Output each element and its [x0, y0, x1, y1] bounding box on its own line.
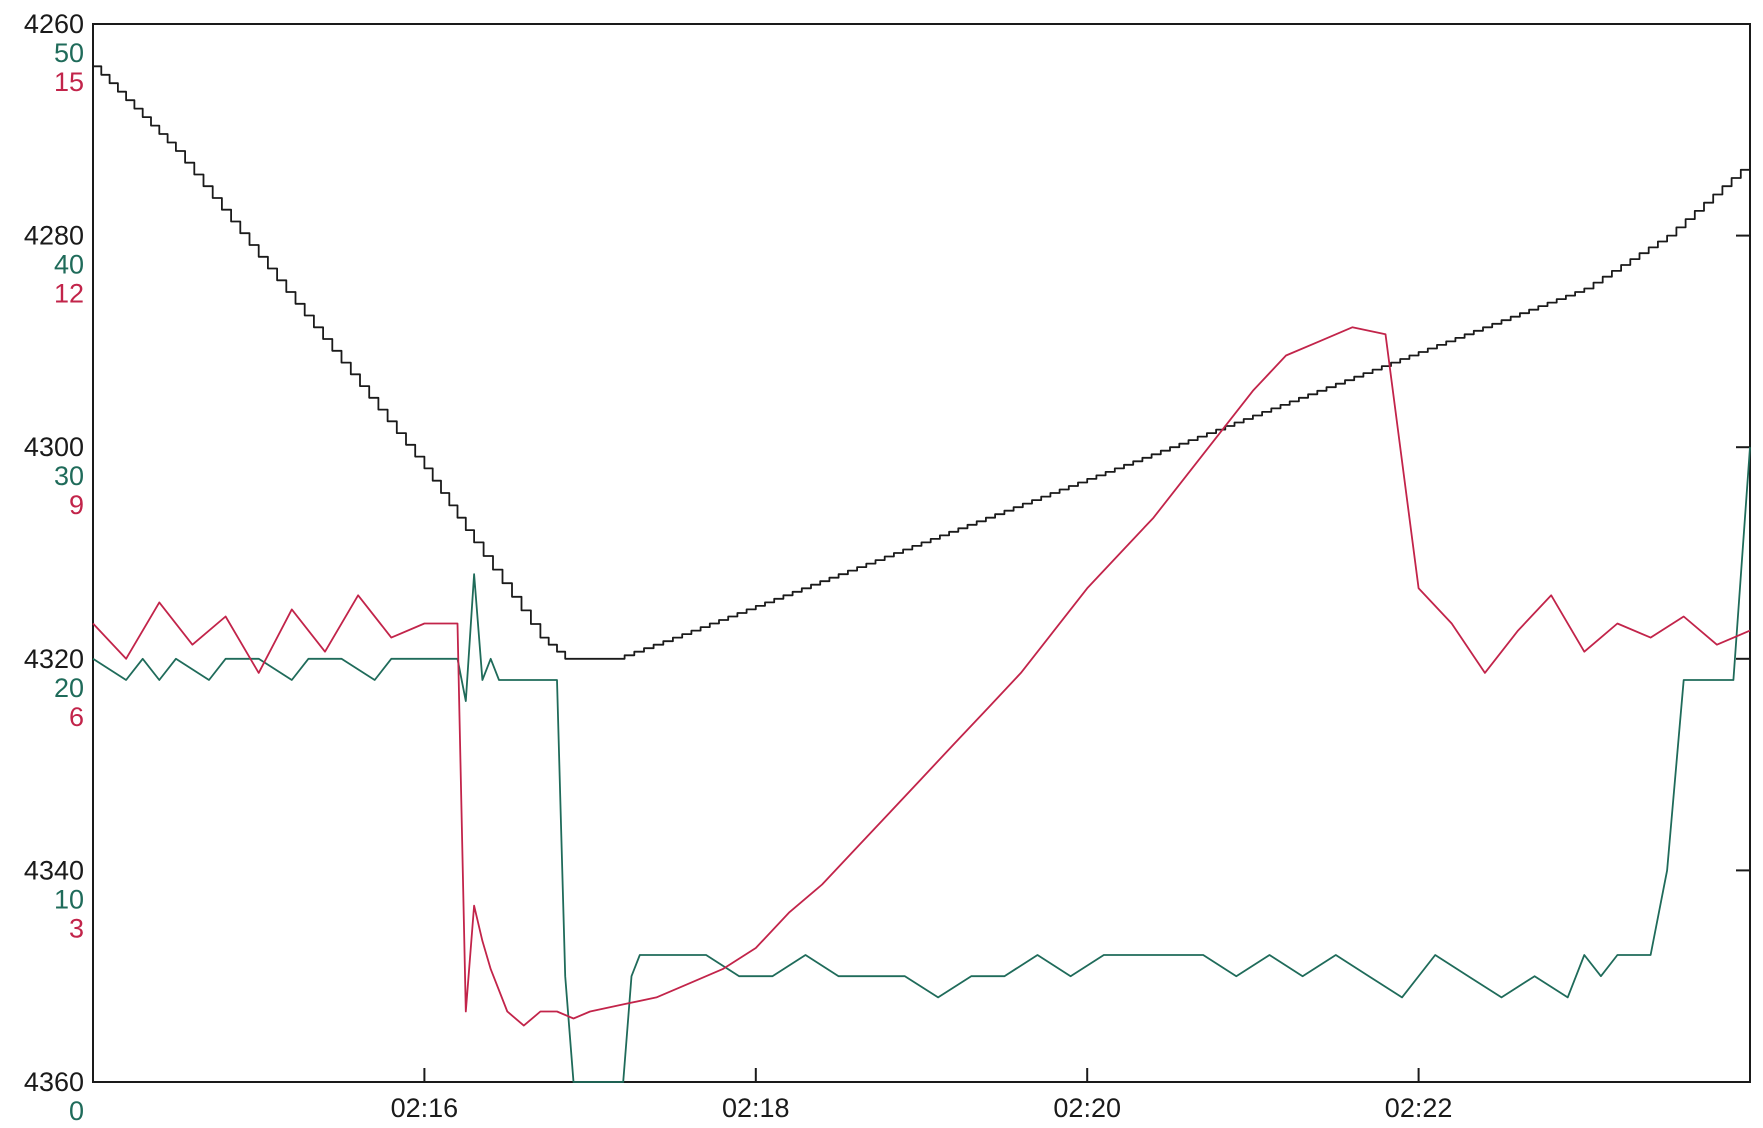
y-tick-label-red: 3: [69, 913, 84, 943]
y-tick-label-green: 10: [54, 884, 84, 914]
x-tick-label: 02:18: [722, 1093, 790, 1123]
bottom-axis-ticks: [423, 1068, 1420, 1082]
plot-frame: [92, 23, 1751, 1083]
series-line-2: [92, 326, 1751, 1027]
y-tick-label-black: 4300: [24, 432, 84, 462]
x-tick-label: 02:22: [1385, 1093, 1453, 1123]
y-tick-label-red: 9: [69, 490, 84, 520]
x-tick-labels: 02:16 02:18 02:20 02:22: [391, 1093, 1453, 1123]
y-tick-label-red: 12: [54, 279, 84, 309]
x-tick-label: 02:20: [1053, 1093, 1121, 1123]
y-tick-label-green: 50: [54, 38, 84, 68]
y-tick-label-green: 20: [54, 673, 84, 703]
y-tick-label-black: 4340: [24, 855, 84, 885]
y-tick-label-black: 4260: [24, 9, 84, 39]
right-axis-ticks: [1736, 234, 1750, 872]
y-tick-label-green: 30: [54, 461, 84, 491]
series-group: [92, 65, 1751, 1083]
series-line-0: [93, 65, 1751, 660]
y-tick-label-red: 6: [69, 702, 84, 732]
y-tick-label-green: 40: [54, 250, 84, 280]
series-line-1: [92, 447, 1751, 1083]
y-tick-label-red: 15: [54, 67, 84, 97]
y-tick-label-black: 4280: [24, 221, 84, 251]
y-tick-label-black: 4320: [24, 644, 84, 674]
x-tick-label: 02:16: [391, 1093, 459, 1123]
y-tick-label-black: 4360: [24, 1067, 84, 1097]
y-tick-label-green: 0: [69, 1096, 84, 1126]
